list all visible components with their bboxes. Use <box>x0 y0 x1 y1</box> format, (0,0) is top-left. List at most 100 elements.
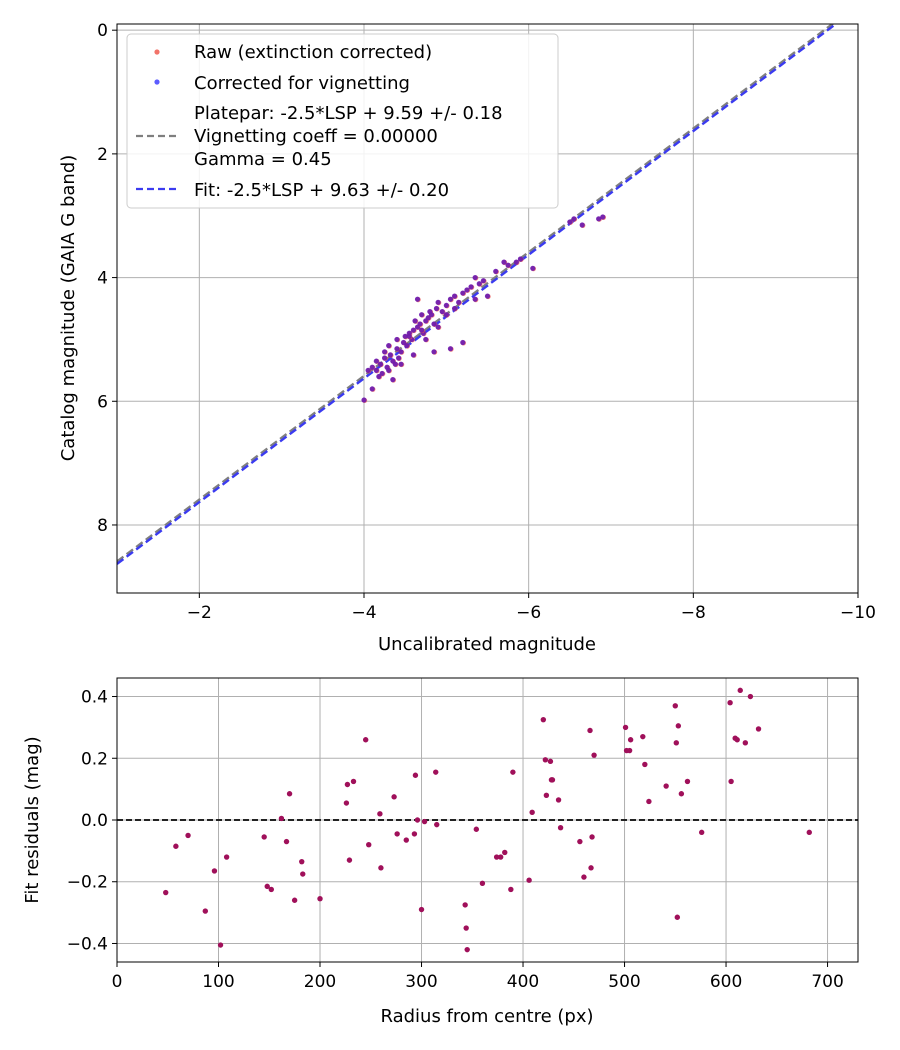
residual-point <box>346 857 353 863</box>
x-tick-label: 0 <box>112 972 123 992</box>
residual-point <box>734 737 740 743</box>
residual-point <box>300 871 306 877</box>
residual-point <box>479 880 486 886</box>
platepar-line <box>117 24 835 563</box>
legend-box <box>126 33 559 209</box>
residual-point <box>529 809 535 815</box>
residual-point <box>510 769 516 775</box>
residual-point <box>622 724 629 731</box>
residual-point <box>672 703 678 709</box>
residual-point <box>755 726 762 732</box>
residual-point <box>742 740 749 746</box>
y-tick-label: −0.2 <box>67 873 108 893</box>
y-tick-label: 2 <box>97 145 108 165</box>
corrected-point <box>423 336 429 343</box>
x-tick-label: −2 <box>187 603 212 623</box>
residual-point <box>185 832 191 839</box>
corrected-point <box>373 358 379 364</box>
residual-point <box>806 829 812 836</box>
x-tick-label: −10 <box>840 603 876 623</box>
corrected-point <box>505 262 511 268</box>
residual-point <box>414 817 421 823</box>
y-tick-label: 0.2 <box>81 749 108 769</box>
residual-point <box>403 837 409 843</box>
residual-point <box>737 687 743 694</box>
residual-point <box>540 716 547 723</box>
residual-point <box>473 826 480 832</box>
corrected-point <box>456 299 462 305</box>
corrected-point <box>410 352 416 358</box>
residual-point <box>626 747 633 754</box>
x-tick-label: −8 <box>681 603 706 623</box>
residual-point <box>377 811 383 817</box>
corrected-point <box>373 367 379 373</box>
x-tick-label: 100 <box>202 972 234 992</box>
residual-point <box>433 769 439 775</box>
residual-point <box>202 908 209 914</box>
residual-point <box>497 854 504 860</box>
residual-point <box>542 757 549 763</box>
corrected-point <box>493 268 499 274</box>
x-tick-label: 300 <box>405 972 437 992</box>
residual-point <box>264 883 270 890</box>
corrected-point <box>379 370 385 377</box>
corrected-point <box>410 327 416 333</box>
residual-point <box>173 843 179 849</box>
residual-point <box>464 946 470 953</box>
legend-platepar-label-3: Gamma = 0.45 <box>194 149 332 170</box>
corrected-point <box>451 305 458 312</box>
residual-point <box>268 886 274 893</box>
residual-point <box>581 874 587 880</box>
corrected-point <box>443 312 449 318</box>
corrected-point <box>439 308 445 315</box>
residual-point <box>674 914 681 920</box>
residual-point <box>526 877 532 883</box>
corrected-point <box>431 349 437 355</box>
residual-point <box>673 740 680 746</box>
residuals-plot: 0 100 200 300 400 500 600 700−0.4−0.20.00.20.4 … <box>22 677 859 1027</box>
residual-point <box>675 723 682 729</box>
corrected-point <box>428 312 435 318</box>
legend-fit-label: Fit: -2.5*LSP + 9.63 +/- 0.20 <box>194 180 449 201</box>
residual-point <box>663 783 669 789</box>
corrected-point <box>513 259 519 265</box>
residual-point <box>362 737 369 743</box>
residual-point <box>350 778 357 785</box>
corrected-point <box>386 343 392 349</box>
residual-point <box>223 854 230 860</box>
residual-point <box>646 798 652 805</box>
corrected-point <box>392 361 398 367</box>
corrected-point <box>476 281 482 287</box>
corrected-point <box>472 274 478 281</box>
residual-point <box>508 886 514 893</box>
residuals-y-axis-label: Fit residuals (mag) <box>22 736 43 903</box>
residual-point <box>728 778 734 785</box>
residual-point <box>378 865 384 871</box>
corrected-point <box>369 386 375 392</box>
corrected-point <box>600 214 606 220</box>
corrected-point <box>365 367 371 373</box>
calibration-x-axis-label: Uncalibrated magnitude <box>378 634 596 655</box>
residual-point <box>394 831 400 837</box>
legend-raw-marker <box>154 49 160 55</box>
corrected-point <box>472 296 478 302</box>
corrected-point <box>377 361 384 367</box>
residual-point <box>463 925 469 931</box>
residual-point <box>366 841 372 848</box>
residual-point <box>502 849 508 856</box>
residual-point <box>317 896 323 902</box>
calibration-ticks: −2 −4 −6 −8 −10 0 2 4 6 8 <box>97 21 876 623</box>
legend-corrected-label: Corrected for vignetting <box>194 73 410 94</box>
residuals-ticks: 0 100 200 300 400 500 600 700 −0.4 −0.2 0.0 0.2 0.4 <box>67 688 844 992</box>
legend-corrected-marker <box>154 79 160 85</box>
y-tick-label: 6 <box>97 392 108 412</box>
fit-line <box>117 24 838 565</box>
x-tick-label: −6 <box>516 603 541 623</box>
residual-point <box>547 758 554 765</box>
legend-platepar-label-1: Platepar: -2.5*LSP + 9.59 +/- 0.18 <box>194 103 503 124</box>
corrected-point <box>460 290 466 296</box>
residual-point <box>418 906 425 913</box>
residual-point <box>462 902 468 908</box>
